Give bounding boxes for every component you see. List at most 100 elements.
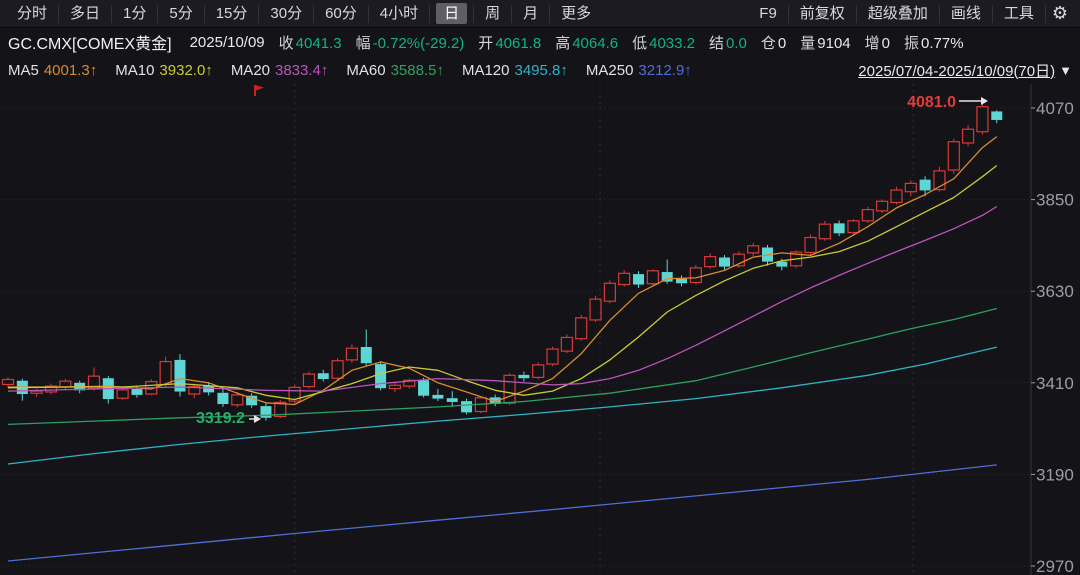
quote-fields: 收 4041.3 幅 -0.72%(-29.2) 开 4061.8 高 4064.6 低 4033… (279, 32, 964, 53)
candle[interactable] (59, 379, 72, 390)
ma-line-ma120 (7, 346, 997, 465)
y-axis-label: 3410 (1036, 374, 1074, 393)
toolbar-button-前复权[interactable]: 前复权 (789, 4, 857, 23)
candle[interactable] (518, 371, 530, 382)
symbol-name[interactable]: GC.CMX[COMEX黄金] (8, 36, 172, 53)
quote-field-开: 开 4061.8 (478, 34, 542, 52)
candle[interactable] (962, 125, 975, 147)
candle[interactable] (360, 329, 372, 367)
date-range-label[interactable]: 2025/07/04-2025/10/09(70日) (858, 62, 1056, 80)
candle[interactable] (403, 378, 416, 389)
candle[interactable] (575, 314, 588, 341)
chevron-down-icon[interactable]: ▼ (1059, 62, 1072, 78)
toolbar-button-画线[interactable]: 画线 (940, 4, 993, 23)
y-axis-label: 2970 (1036, 557, 1074, 575)
candle[interactable] (375, 361, 387, 391)
candle[interactable] (603, 280, 616, 304)
candle[interactable] (976, 103, 989, 135)
candle[interactable] (689, 264, 702, 285)
candle[interactable] (633, 271, 645, 288)
period-tab-月[interactable]: 月 (512, 4, 551, 23)
period-tab-多日[interactable]: 多日 (59, 4, 113, 23)
candle[interactable] (102, 376, 114, 404)
candle[interactable] (546, 346, 559, 367)
candle[interactable] (947, 138, 960, 174)
candle[interactable] (676, 275, 688, 287)
candle[interactable] (44, 383, 58, 395)
candle[interactable] (646, 269, 659, 286)
candle[interactable] (919, 176, 931, 197)
ma-values-group: MA5 4001.3↑ MA10 3932.0↑ MA20 3833.4↑ MA60 3588… (8, 62, 692, 79)
candle[interactable] (861, 206, 874, 223)
candle[interactable] (446, 391, 458, 407)
candle[interactable] (274, 399, 287, 419)
candle[interactable] (560, 334, 573, 354)
period-tab-5分[interactable]: 5分 (158, 4, 205, 23)
period-toolbar: 分时 多日 1分 5分 15分 30分 60分 4小时日周月更多 F9 前复权 超级叠加 画线 工具 ⚙ (0, 0, 1080, 28)
period-tab-周[interactable]: 周 (473, 4, 513, 23)
toolbar-actions-group: F9 前复权 超级叠加 画线 工具 ⚙ (748, 0, 1074, 27)
gear-icon[interactable]: ⚙ (1051, 3, 1068, 23)
toolbar-button-F9[interactable]: F9 (748, 4, 789, 23)
candle[interactable] (991, 110, 1003, 124)
candle[interactable] (661, 259, 673, 284)
period-tab-日[interactable]: 日 (436, 3, 468, 24)
candle[interactable] (804, 234, 817, 255)
candle[interactable] (16, 378, 28, 401)
ma-line-ma250 (7, 464, 997, 562)
candle[interactable] (904, 180, 917, 197)
candle[interactable] (589, 295, 602, 323)
quote-field-低: 低 4033.2 (632, 34, 696, 52)
y-axis-label: 3630 (1036, 282, 1074, 301)
ma-value-ma5: MA5 4001.3↑ (8, 61, 98, 79)
candle[interactable] (188, 383, 201, 399)
candle[interactable] (388, 381, 402, 392)
period-tab-60分[interactable]: 60分 (314, 4, 369, 23)
date-range-selector[interactable]: 2025/07/04-2025/10/09(70日) ▼ (858, 60, 1072, 81)
toolbar-button-超级叠加[interactable]: 超级叠加 (857, 4, 940, 23)
toolbar-button-工具[interactable]: 工具 (993, 4, 1046, 23)
candle[interactable] (704, 253, 717, 269)
candle[interactable] (747, 242, 760, 256)
period-tab-分时[interactable]: 分时 (6, 4, 60, 23)
period-tab-15分[interactable]: 15分 (205, 4, 260, 23)
candle[interactable] (876, 199, 889, 213)
candle[interactable] (732, 251, 745, 268)
candle[interactable] (302, 371, 316, 389)
period-tab-30分[interactable]: 30分 (259, 4, 315, 23)
period-tab-更多[interactable]: 更多 (561, 4, 592, 22)
candle[interactable] (246, 393, 258, 408)
candle[interactable] (618, 269, 631, 287)
ma-value-ma250: MA250 3212.9↑ (585, 61, 692, 79)
candle[interactable] (116, 387, 129, 400)
event-flag-icon[interactable] (255, 85, 264, 91)
candle[interactable] (719, 254, 730, 270)
candle[interactable] (847, 219, 860, 235)
candle[interactable] (461, 398, 473, 415)
candle[interactable] (790, 250, 803, 268)
candle[interactable] (317, 369, 329, 382)
ma-line-ma60 (7, 307, 997, 426)
quote-field-量: 量 9104 (800, 34, 851, 52)
y-axis-label: 3850 (1036, 191, 1074, 210)
candle[interactable] (489, 394, 501, 407)
candle[interactable] (818, 220, 831, 241)
candle[interactable] (933, 166, 946, 192)
period-tab-1分[interactable]: 1分 (112, 4, 159, 23)
quote-field-振: 振 0.77% (904, 34, 964, 52)
candle[interactable] (532, 362, 545, 380)
candle[interactable] (217, 388, 229, 407)
period-tab-4小时[interactable]: 4小时 (369, 4, 431, 23)
candle[interactable] (890, 186, 903, 205)
candle[interactable] (503, 373, 516, 405)
annotation-arrow-icon (254, 415, 261, 423)
candle[interactable] (260, 403, 272, 421)
candle[interactable] (345, 344, 359, 363)
candle[interactable] (432, 389, 444, 402)
candle[interactable] (174, 354, 186, 397)
candle[interactable] (833, 220, 845, 237)
candle[interactable] (288, 384, 301, 404)
